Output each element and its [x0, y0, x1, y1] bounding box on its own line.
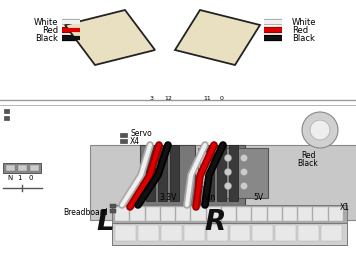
Circle shape [310, 120, 330, 140]
Bar [206, 207, 221, 221]
Bar [252, 207, 267, 221]
Bar [176, 207, 190, 221]
Bar [110, 204, 116, 208]
Bar [275, 225, 296, 241]
Bar [4, 109, 9, 113]
Bar [110, 209, 116, 213]
Bar [3, 163, 41, 173]
Bar [146, 145, 155, 201]
Bar [161, 225, 182, 241]
Circle shape [241, 168, 247, 176]
Text: 0: 0 [28, 175, 32, 181]
Bar [158, 145, 167, 201]
Text: Black: Black [292, 34, 315, 42]
Bar [4, 116, 9, 120]
Circle shape [241, 183, 247, 190]
Circle shape [302, 112, 338, 148]
Bar [230, 225, 250, 241]
Text: Black: Black [298, 159, 318, 168]
Bar [329, 207, 343, 221]
Text: Black: Black [35, 34, 58, 42]
Bar [314, 207, 328, 221]
Bar [268, 207, 282, 221]
Text: X4: X4 [130, 136, 140, 146]
Text: 12: 12 [164, 96, 172, 101]
Bar [198, 148, 212, 186]
Text: Servo: Servo [130, 128, 152, 138]
Bar [200, 145, 245, 205]
Bar [112, 223, 347, 245]
Text: 0: 0 [220, 96, 224, 101]
Bar [298, 225, 319, 241]
Text: 1: 1 [17, 175, 21, 181]
Bar [206, 225, 227, 241]
Bar [170, 145, 179, 201]
Bar [115, 207, 129, 221]
Text: Red: Red [301, 151, 315, 160]
Text: Breadboard: Breadboard [63, 208, 108, 217]
Bar [229, 145, 238, 201]
Circle shape [225, 168, 231, 176]
Circle shape [225, 154, 231, 161]
Bar [90, 145, 356, 220]
Bar [184, 225, 205, 241]
Text: White: White [292, 17, 316, 27]
Bar [298, 207, 313, 221]
Bar [146, 207, 160, 221]
Text: 11: 11 [203, 96, 211, 101]
Bar [222, 207, 236, 221]
Circle shape [241, 154, 247, 161]
Bar [237, 207, 251, 221]
Bar [6, 165, 15, 171]
Bar [18, 165, 27, 171]
Bar [130, 207, 145, 221]
Bar [140, 145, 195, 205]
Text: Red: Red [42, 25, 58, 35]
Text: X1: X1 [340, 203, 350, 212]
Polygon shape [65, 10, 155, 65]
Bar [321, 225, 342, 241]
Bar [200, 152, 210, 182]
Bar [112, 205, 347, 223]
Bar [115, 225, 136, 241]
Bar [138, 225, 159, 241]
Text: 3.3V: 3.3V [159, 193, 177, 202]
Text: 3: 3 [150, 96, 154, 101]
Text: Red: Red [292, 25, 308, 35]
Text: R: R [204, 208, 226, 236]
Bar [120, 133, 127, 137]
Text: L: L [96, 208, 114, 236]
Bar [217, 145, 226, 201]
Polygon shape [175, 10, 260, 65]
Bar [191, 207, 206, 221]
Circle shape [225, 183, 231, 190]
Text: Vin: Vin [204, 193, 216, 202]
Text: N: N [7, 175, 12, 181]
Text: White: White [33, 17, 58, 27]
Bar [252, 225, 273, 241]
Text: 5V: 5V [253, 193, 263, 202]
Bar [283, 207, 297, 221]
Bar [220, 148, 268, 198]
Bar [120, 139, 127, 143]
Bar [30, 165, 39, 171]
Bar [161, 207, 175, 221]
Bar [205, 145, 214, 201]
